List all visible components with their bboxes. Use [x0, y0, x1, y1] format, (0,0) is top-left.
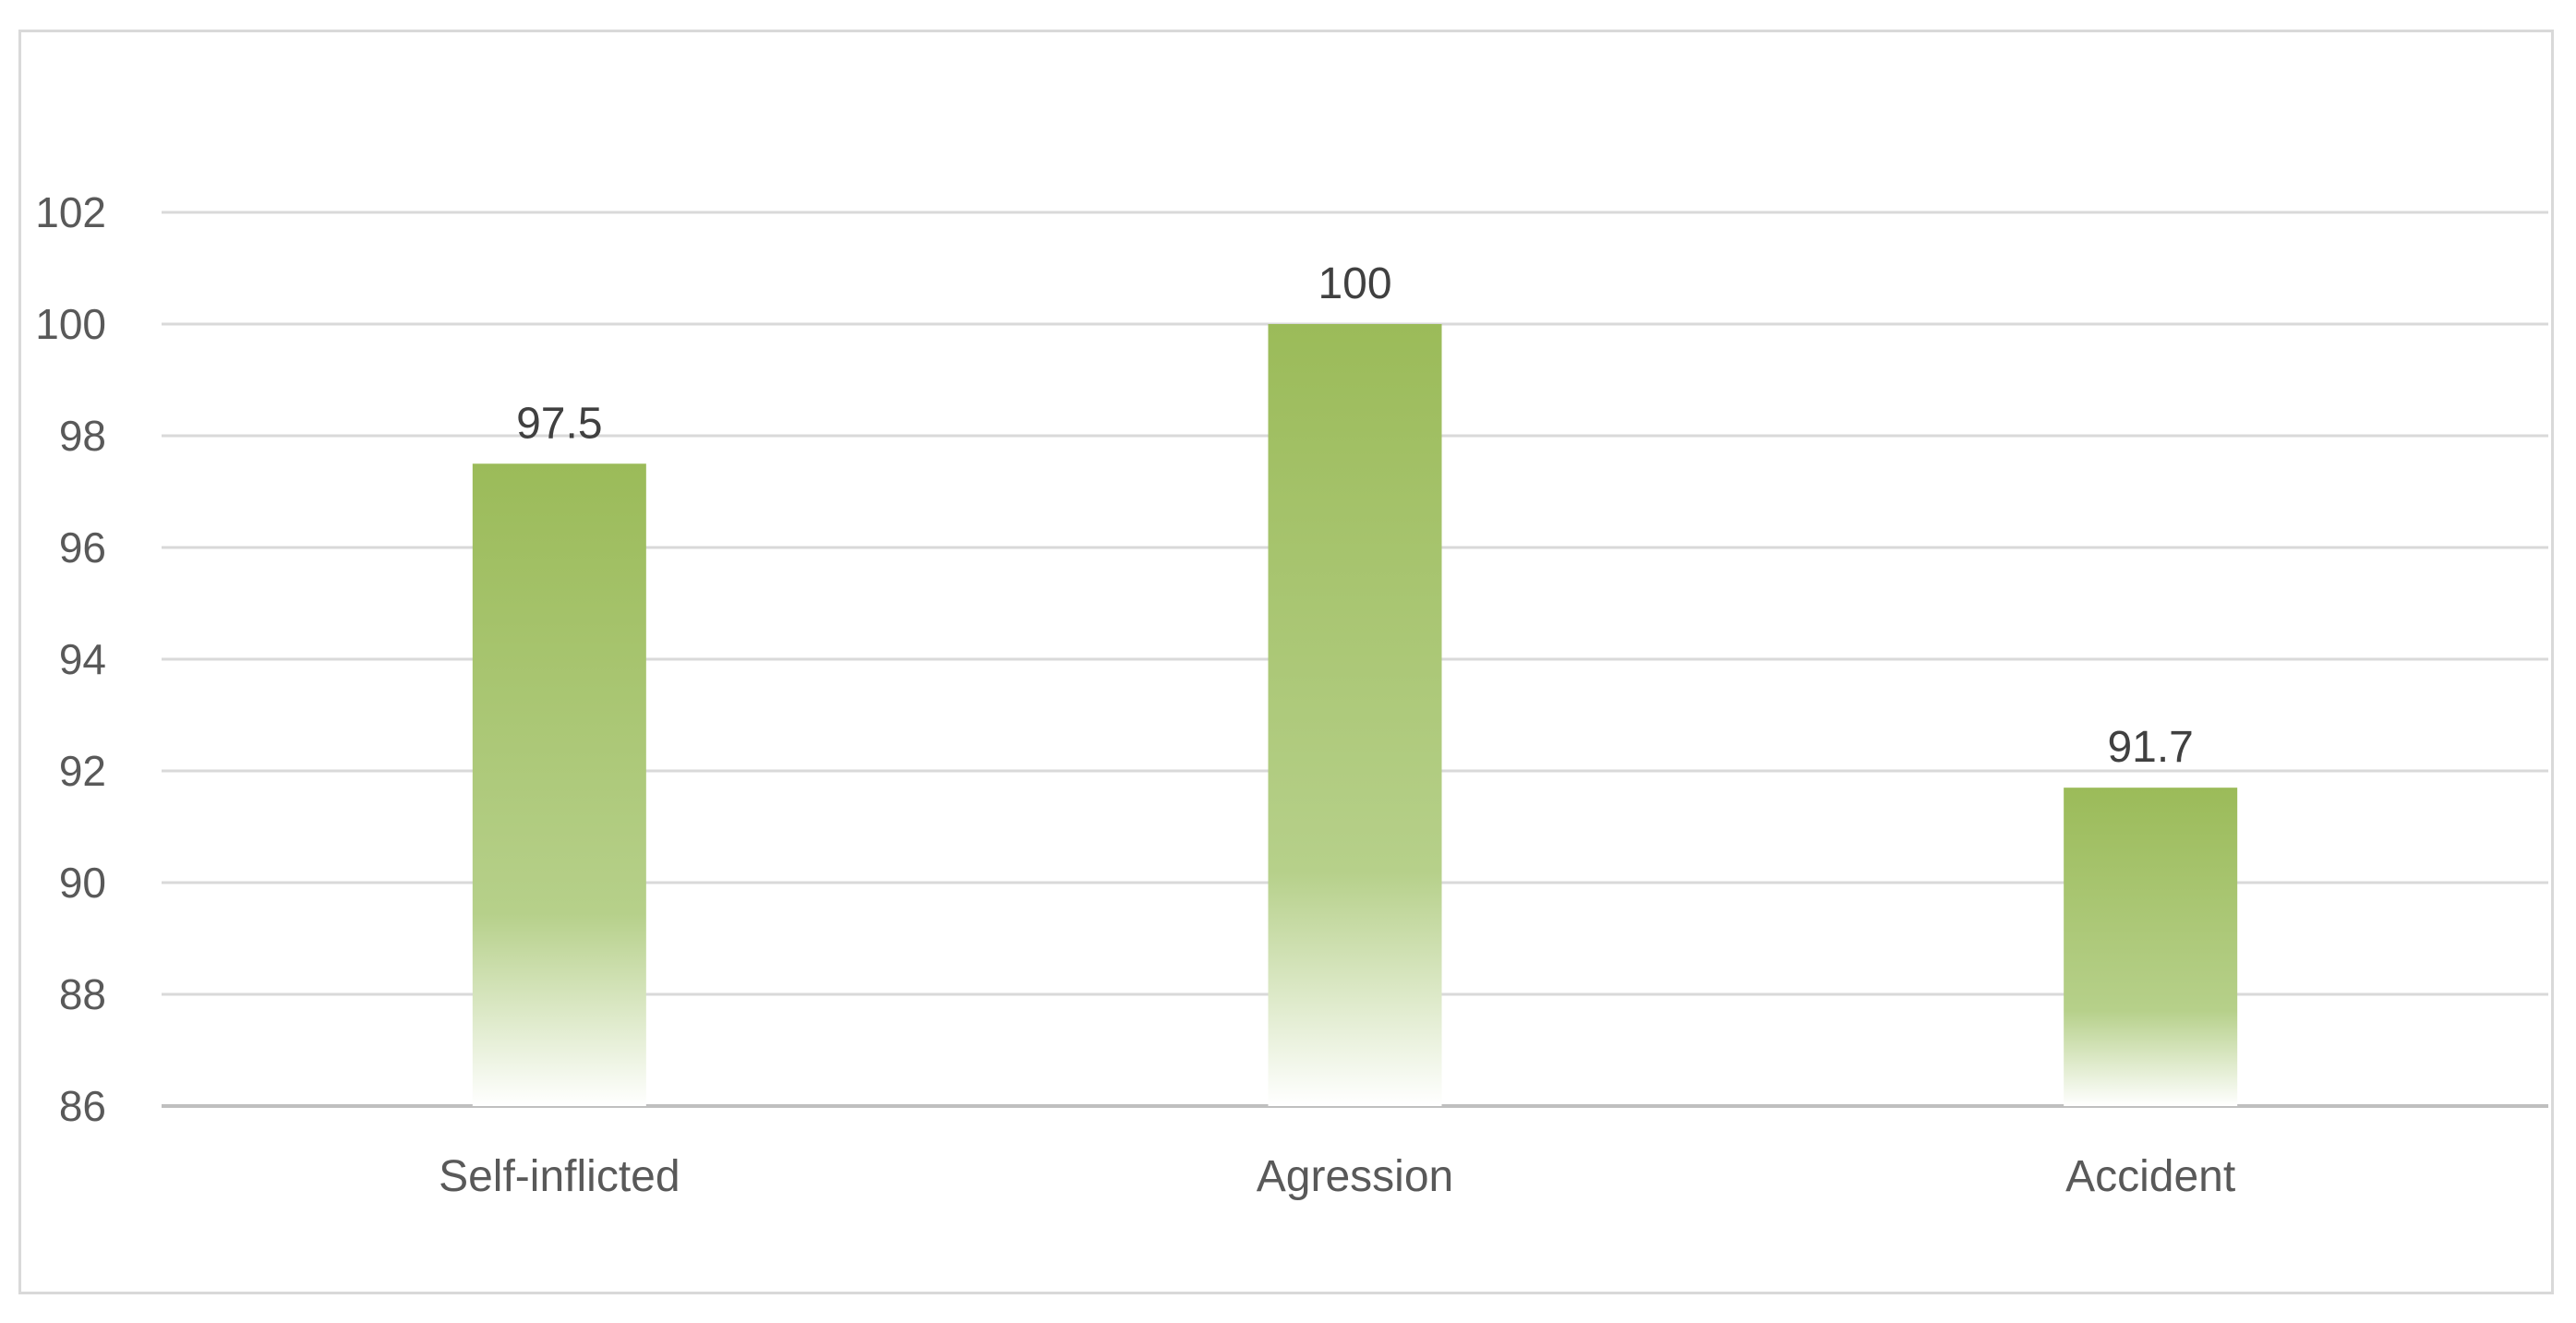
bars	[472, 324, 2238, 1106]
y-tick-label: 92	[59, 747, 106, 795]
y-axis-ticks: 86 88 90 92 94 96 98 100 102	[35, 188, 106, 1130]
x-category-label: Accident	[2065, 1152, 2235, 1201]
y-tick-label: 96	[59, 523, 106, 571]
y-tick-label: 94	[59, 635, 106, 683]
data-label: 100	[1318, 259, 1391, 308]
x-category-label: Self-inflicted	[439, 1152, 680, 1201]
y-tick-label: 102	[35, 188, 106, 236]
y-tick-label: 86	[59, 1082, 106, 1130]
bar	[1268, 324, 1442, 1106]
y-tick-label: 90	[59, 859, 106, 907]
y-tick-label: 98	[59, 412, 106, 460]
x-category-label: Agression	[1257, 1152, 1453, 1201]
bar	[472, 463, 646, 1106]
x-axis-categories: Self-inflicted Agression Accident	[439, 1152, 2235, 1201]
y-tick-label: 88	[59, 970, 106, 1018]
data-label: 97.5	[516, 399, 602, 448]
y-tick-label: 100	[35, 300, 106, 348]
data-label: 91.7	[2107, 723, 2193, 772]
bar	[2064, 788, 2238, 1106]
data-labels: 97.5 100 91.7	[516, 259, 2194, 772]
